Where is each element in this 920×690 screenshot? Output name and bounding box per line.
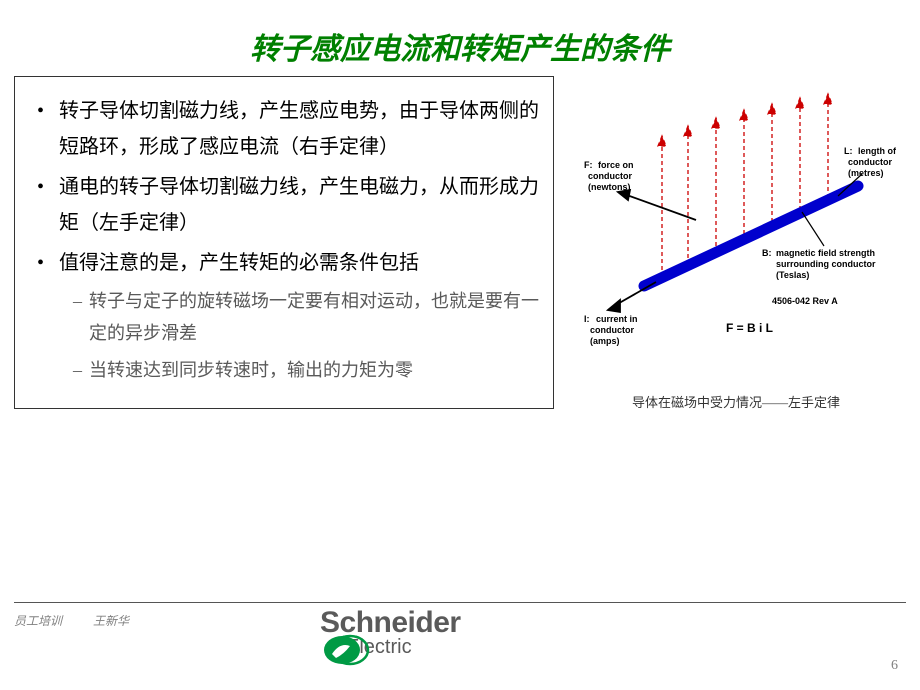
label-B4: (Teslas) bbox=[776, 270, 809, 280]
label-B1: B: bbox=[762, 248, 772, 258]
bullet-3: 值得注意的是，产生转矩的必需条件包括 转子与定子的旋转磁场一定要有相对运动，也就… bbox=[27, 245, 541, 386]
footer-left: 员工培训 王新华 bbox=[14, 612, 157, 629]
slide-footer: 员工培训 王新华 Schneider Electric 6 bbox=[0, 602, 920, 674]
footer-training: 员工培训 bbox=[14, 614, 62, 628]
label-I3: conductor bbox=[590, 325, 634, 335]
label-L4: (metres) bbox=[848, 168, 884, 178]
label-B2: magnetic field strength bbox=[776, 248, 875, 258]
label-B3: surrounding conductor bbox=[776, 259, 876, 269]
label-L3: conductor bbox=[848, 157, 892, 167]
diagram-column: F: force on conductor (newtons) L: lengt… bbox=[566, 76, 906, 411]
diagram-caption: 导体在磁场中受力情况——左手定律 bbox=[632, 392, 840, 411]
logo-mark-icon bbox=[322, 632, 370, 668]
label-F2: force on bbox=[598, 160, 634, 170]
label-I1: I: bbox=[584, 314, 590, 324]
bullet-3-text: 值得注意的是，产生转矩的必需条件包括 bbox=[59, 252, 419, 274]
footer-author: 王新华 bbox=[93, 614, 129, 628]
label-rev: 4506-042 Rev A bbox=[772, 296, 838, 306]
bullet-text-box: 转子导体切割磁力线，产生感应电势，由于导体两侧的短路环，形成了感应电流（右手定律… bbox=[14, 76, 554, 409]
slide-title: 转子感应电流和转矩产生的条件 bbox=[0, 0, 920, 76]
label-F4: (newtons) bbox=[588, 182, 631, 192]
footer-divider bbox=[14, 602, 906, 603]
label-L2: length of bbox=[858, 146, 896, 156]
content-row: 转子导体切割磁力线，产生感应电势，由于导体两侧的短路环，形成了感应电流（右手定律… bbox=[0, 76, 920, 411]
label-F1: F: bbox=[584, 160, 593, 170]
subbullet-1: 转子与定子的旋转磁场一定要有相对运动，也就是要有一定的异步滑差 bbox=[59, 285, 541, 350]
label-F3: conductor bbox=[588, 171, 632, 181]
label-eq: F = B i L bbox=[726, 321, 773, 335]
bullet-2: 通电的转子导体切割磁力线，产生电磁力，从而形成力矩（左手定律） bbox=[27, 169, 541, 241]
force-diagram: F: force on conductor (newtons) L: lengt… bbox=[576, 90, 896, 370]
label-L1: L: bbox=[844, 146, 853, 156]
subbullet-2: 当转速达到同步转速时，输出的力矩为零 bbox=[59, 354, 541, 386]
page-number: 6 bbox=[891, 658, 898, 674]
bullet-1: 转子导体切割磁力线，产生感应电势，由于导体两侧的短路环，形成了感应电流（右手定律… bbox=[27, 93, 541, 165]
label-I4: (amps) bbox=[590, 336, 620, 346]
label-I2: current in bbox=[596, 314, 638, 324]
